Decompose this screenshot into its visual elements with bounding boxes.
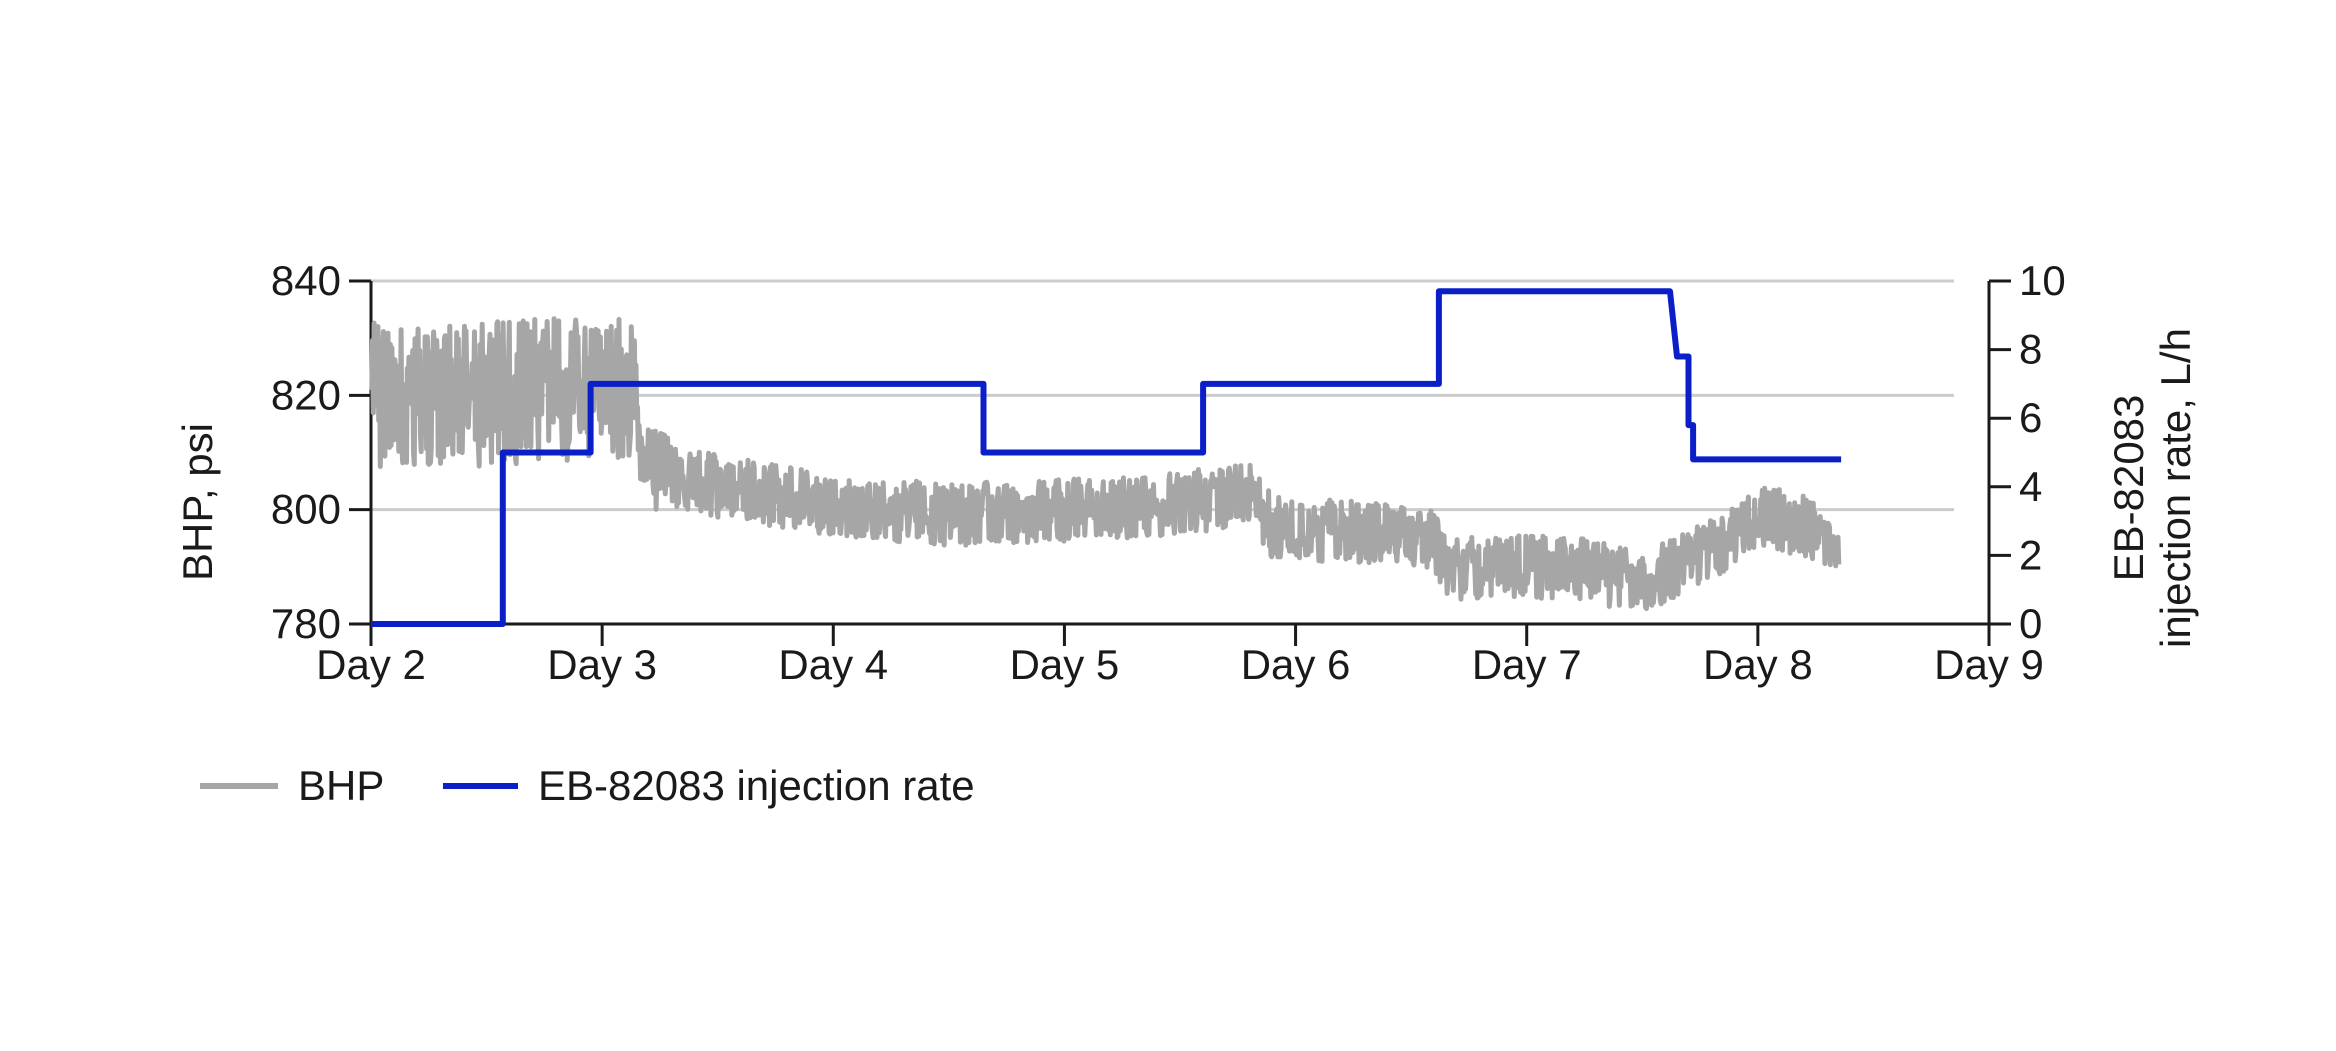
legend-item-bhp: BHP bbox=[200, 762, 384, 809]
legend-label-injection-rate: EB-82083 injection rate bbox=[538, 762, 975, 809]
x-tick-label-day-8: Day 8 bbox=[1703, 641, 1813, 688]
x-tick-label-day-4: Day 4 bbox=[778, 641, 888, 688]
x-tick-label-day-3: Day 3 bbox=[547, 641, 657, 688]
y-right-tick-label-8: 8 bbox=[2019, 326, 2042, 373]
y-left-tick-label-840: 840 bbox=[271, 257, 341, 304]
x-tick-label-day-7: Day 7 bbox=[1472, 641, 1582, 688]
y-axis-right-title-line2: injection rate, L/h bbox=[2152, 328, 2199, 648]
x-tick-label-day-2: Day 2 bbox=[316, 641, 426, 688]
y-left-tick-label-820: 820 bbox=[271, 371, 341, 418]
series-line-eb-82083-injection-rate bbox=[371, 288, 1842, 627]
x-tick-label-day-5: Day 5 bbox=[1010, 641, 1120, 688]
y-left-tick-label-800: 800 bbox=[271, 486, 341, 533]
y-right-tick-label-2: 2 bbox=[2019, 531, 2042, 578]
y-right-tick-label-0: 0 bbox=[2019, 600, 2042, 647]
y-axis-right-title-line1: EB-82083 bbox=[2105, 395, 2152, 582]
y-left-tick-label-780: 780 bbox=[271, 600, 341, 647]
series-line-bhp bbox=[368, 316, 1842, 612]
x-tick-label-day-6: Day 6 bbox=[1241, 641, 1351, 688]
legend-label-bhp: BHP bbox=[298, 762, 384, 809]
y-axis-left-title: BHP, psi bbox=[174, 423, 221, 581]
legend: BHP EB-82083 injection rate bbox=[200, 762, 975, 809]
y-right-tick-label-10: 10 bbox=[2019, 257, 2066, 304]
y-right-tick-label-6: 6 bbox=[2019, 394, 2042, 441]
plot-series bbox=[368, 288, 1842, 627]
x-tick-label-day-9: Day 9 bbox=[1934, 641, 2044, 688]
axes: 780 800 820 840 0 2 4 6 8 10 Day 2 Day 3 Day 4 Day 5 D… bbox=[271, 257, 2066, 688]
y-right-tick-label-4: 4 bbox=[2019, 463, 2042, 510]
legend-item-injection-rate: EB-82083 injection rate bbox=[443, 762, 975, 809]
